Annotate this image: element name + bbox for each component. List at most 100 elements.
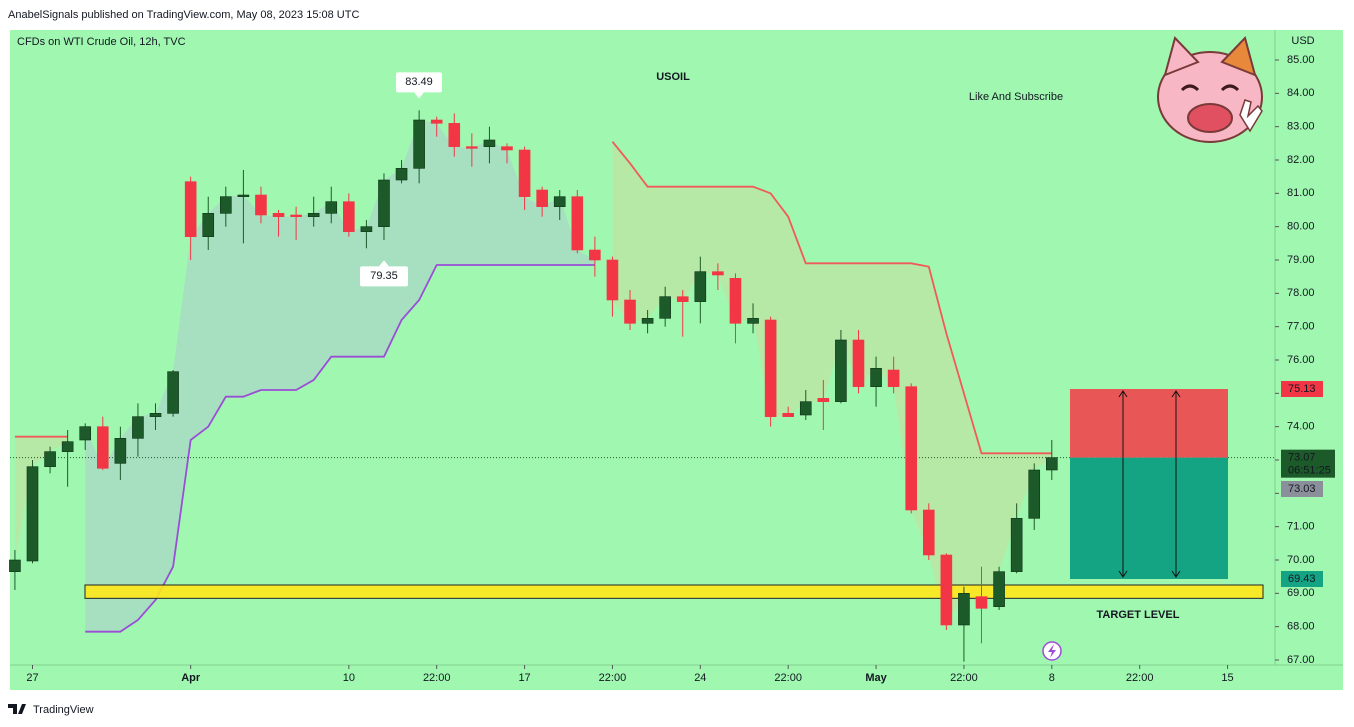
price-tag-bg (1281, 381, 1323, 397)
high-label: 83.49 (405, 76, 433, 88)
candle-body (676, 296, 689, 302)
candle-body (729, 278, 742, 324)
y-tick-label: 68.00 (1287, 621, 1315, 633)
candle-body (26, 466, 39, 562)
x-tick-label: 22:00 (774, 672, 802, 684)
candle-body (764, 319, 777, 417)
arrow-head (1171, 390, 1181, 578)
candle-body (501, 146, 513, 151)
candle-body (167, 371, 179, 414)
arrow-head (1118, 390, 1128, 578)
low-label-pointer (379, 260, 389, 267)
candle-body (61, 441, 74, 452)
candle-body (958, 593, 970, 626)
candle-body (307, 213, 320, 217)
candle-body (325, 201, 338, 214)
price-tag: 75.13 (1288, 383, 1316, 395)
candle-body (360, 226, 373, 232)
countdown: 06:51:25 (1288, 465, 1331, 477)
candle-body (975, 596, 988, 609)
candle-body (483, 139, 496, 147)
lightning-icon (1042, 641, 1062, 661)
candle-body (114, 438, 127, 464)
x-tick-label: Apr (181, 672, 201, 684)
candle-body (536, 189, 548, 207)
candle-body (571, 196, 584, 251)
candle-body (835, 339, 847, 402)
low-label-box (360, 266, 408, 287)
y-tick-label: 74.00 (1287, 421, 1315, 433)
price-tag-bg (1281, 481, 1323, 497)
x-tick-label: 22:00 (950, 672, 978, 684)
candle-body (430, 119, 443, 124)
tv-logo (8, 704, 26, 714)
candle-body (518, 149, 531, 197)
y-tick-label: 71.00 (1287, 521, 1315, 533)
footer-brand: TradingView (33, 704, 94, 716)
price-tag-bg (1281, 449, 1335, 478)
y-tick-label: 78.00 (1287, 287, 1315, 299)
subscribe-text: Like And Subscribe (969, 91, 1063, 103)
candle-body (993, 571, 1005, 607)
x-tick-label: 22:00 (423, 672, 451, 684)
x-tick-label: 8 (1049, 672, 1055, 684)
candle-body (132, 416, 144, 439)
x-tick-label: 27 (26, 672, 38, 684)
candle-body (887, 369, 900, 387)
x-tick-label: May (865, 672, 887, 684)
candle-body (1046, 457, 1058, 471)
candle-body (553, 196, 566, 207)
cat-icon (1157, 36, 1263, 143)
stop-zone (1070, 389, 1228, 458)
candle-body (184, 181, 197, 237)
candle-body (44, 451, 56, 467)
plot: 83.49 79.35 (9, 72, 1275, 662)
y-tick-label: 79.00 (1287, 254, 1315, 266)
publisher: AnabelSignals published on TradingView.c… (8, 9, 359, 21)
candle-body (624, 299, 636, 324)
y-tick-label: 67.00 (1287, 654, 1315, 666)
candle-body (694, 271, 707, 302)
target-text: TARGET LEVEL (1097, 609, 1180, 621)
candle-body (659, 296, 671, 319)
x-tick-label: 22:00 (599, 672, 627, 684)
candle-body (96, 426, 109, 469)
x-tick-label: 24 (694, 672, 706, 684)
candle-body (641, 318, 654, 324)
candle-body (395, 168, 408, 181)
candle-body (149, 413, 162, 417)
x-tick-label: 22:00 (1126, 672, 1154, 684)
y-tick-label: 82.00 (1287, 154, 1315, 166)
candle-body (255, 194, 267, 216)
candle-body (9, 559, 21, 572)
candle-body (589, 249, 601, 261)
y-tick-label: 69.00 (1287, 587, 1315, 599)
candle-body (747, 318, 759, 324)
y-tick-label: 83.00 (1287, 121, 1315, 133)
candle-body (1010, 518, 1023, 572)
candle-body (79, 426, 92, 441)
x-tick-label: 17 (518, 672, 530, 684)
candle-body (413, 119, 425, 169)
currency: USD (1291, 35, 1314, 47)
y-tick-label: 81.00 (1287, 187, 1315, 199)
symbol-info: CFDs on WTI Crude Oil, 12h, TVC (17, 36, 186, 48)
x-tick-label: 10 (343, 672, 355, 684)
target-zone-box (1070, 457, 1228, 579)
low-label: 79.35 (370, 270, 398, 282)
candle-body (378, 179, 390, 227)
y-tick-label: 76.00 (1287, 354, 1315, 366)
candle-body (606, 259, 619, 301)
candle-body (817, 398, 830, 402)
candle-body (1028, 469, 1041, 519)
candle-body (922, 509, 935, 556)
y-tick-label: 85.00 (1287, 54, 1315, 66)
y-tick-label: 70.00 (1287, 554, 1315, 566)
candle-body (940, 554, 953, 626)
candle-body (905, 386, 918, 511)
candle-body (782, 413, 794, 417)
candle-body (712, 271, 724, 276)
price-tag: 73.07 (1288, 452, 1316, 464)
chart-title: USOIL (656, 71, 690, 83)
